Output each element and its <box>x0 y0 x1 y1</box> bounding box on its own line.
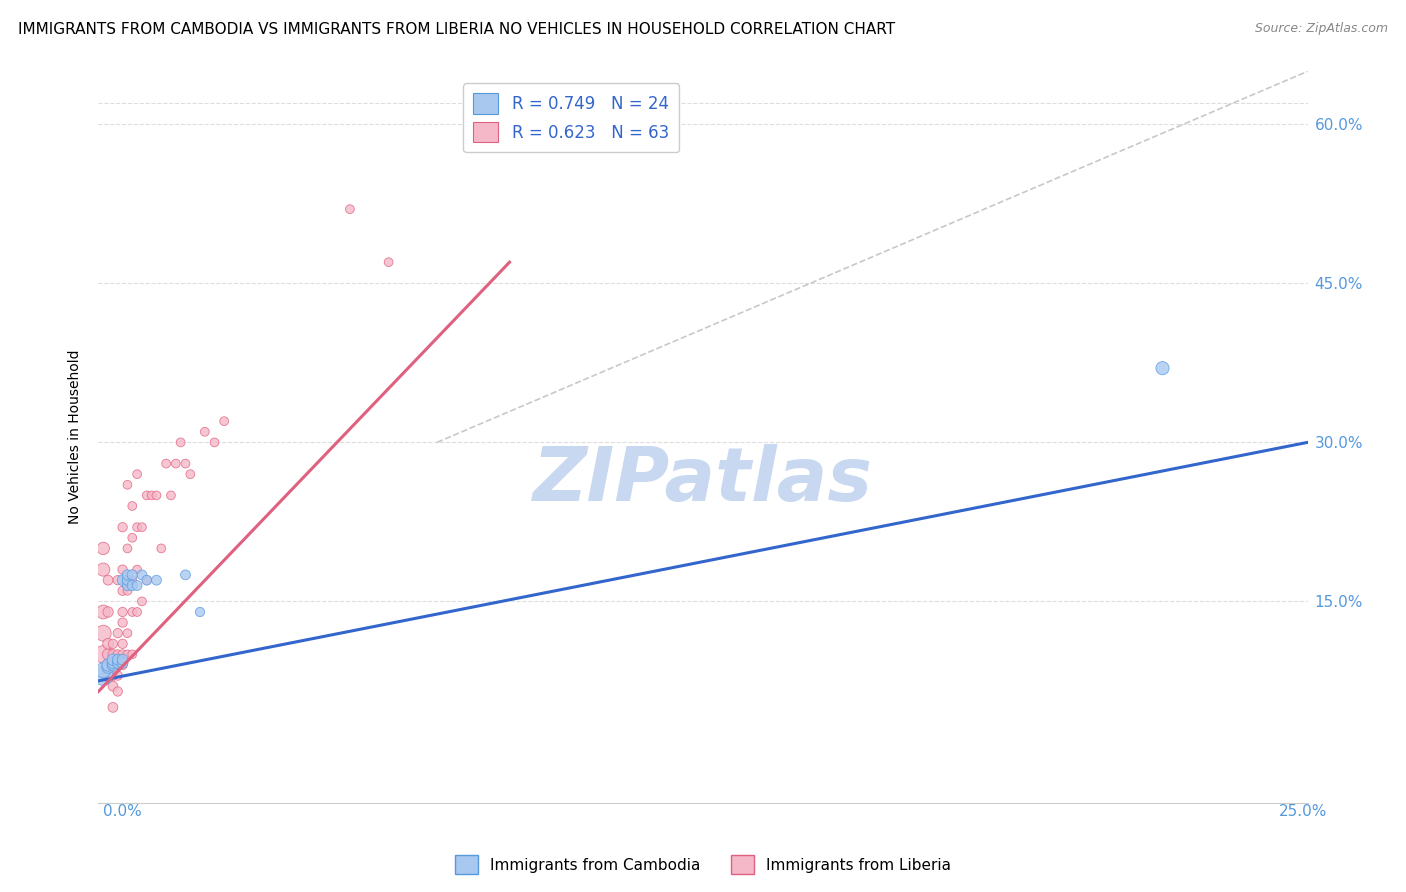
Point <box>101 700 124 714</box>
Point <box>111 615 134 630</box>
Point <box>97 658 120 673</box>
Point <box>165 457 187 471</box>
Point <box>194 425 217 439</box>
Point <box>212 414 235 428</box>
Point <box>111 648 134 662</box>
Point <box>97 637 120 651</box>
Point <box>117 573 139 587</box>
Point <box>91 648 114 662</box>
Text: 25.0%: 25.0% <box>1279 805 1327 819</box>
Point <box>91 663 114 677</box>
Point <box>135 488 157 502</box>
Point <box>107 653 129 667</box>
Point <box>97 660 120 674</box>
Point <box>188 605 211 619</box>
Point <box>121 567 143 582</box>
Point <box>141 488 163 502</box>
Point <box>127 520 149 534</box>
Legend: R = 0.749   N = 24, R = 0.623   N = 63: R = 0.749 N = 24, R = 0.623 N = 63 <box>464 83 679 153</box>
Point <box>145 573 167 587</box>
Point <box>111 658 134 673</box>
Point <box>97 573 120 587</box>
Point <box>91 563 114 577</box>
Point <box>111 583 134 598</box>
Point <box>117 648 139 662</box>
Point <box>111 656 134 670</box>
Point <box>131 594 153 608</box>
Point <box>91 668 114 682</box>
Point <box>101 679 124 693</box>
Text: 0.0%: 0.0% <box>103 805 142 819</box>
Point <box>135 573 157 587</box>
Point <box>117 541 139 556</box>
Point <box>121 578 143 592</box>
Text: IMMIGRANTS FROM CAMBODIA VS IMMIGRANTS FROM LIBERIA NO VEHICLES IN HOUSEHOLD COR: IMMIGRANTS FROM CAMBODIA VS IMMIGRANTS F… <box>18 22 896 37</box>
Point <box>121 531 143 545</box>
Point <box>107 684 129 698</box>
Point <box>97 605 120 619</box>
Point <box>111 563 134 577</box>
Point <box>121 573 143 587</box>
Point <box>135 573 157 587</box>
Point <box>117 626 139 640</box>
Point <box>101 668 124 682</box>
Point <box>91 626 114 640</box>
Point <box>145 488 167 502</box>
Point <box>107 626 129 640</box>
Point <box>97 648 120 662</box>
Point <box>107 656 129 670</box>
Point <box>101 653 124 667</box>
Point <box>107 668 129 682</box>
Point <box>97 658 120 673</box>
Y-axis label: No Vehicles in Household: No Vehicles in Household <box>69 350 83 524</box>
Point <box>160 488 183 502</box>
Point <box>179 467 201 482</box>
Point <box>111 637 134 651</box>
Point <box>107 573 129 587</box>
Point <box>97 668 120 682</box>
Text: Source: ZipAtlas.com: Source: ZipAtlas.com <box>1254 22 1388 36</box>
Point <box>377 255 399 269</box>
Point <box>107 648 129 662</box>
Point <box>174 567 197 582</box>
Point <box>121 499 143 513</box>
Point <box>101 648 124 662</box>
Legend: Immigrants from Cambodia, Immigrants from Liberia: Immigrants from Cambodia, Immigrants fro… <box>449 849 957 880</box>
Point <box>117 583 139 598</box>
Point <box>111 573 134 587</box>
Point <box>117 477 139 491</box>
Point <box>127 563 149 577</box>
Point <box>1152 361 1174 376</box>
Point <box>155 457 177 471</box>
Point <box>339 202 361 216</box>
Point <box>150 541 173 556</box>
Point <box>127 467 149 482</box>
Point <box>91 605 114 619</box>
Point <box>111 520 134 534</box>
Point <box>121 648 143 662</box>
Point <box>111 653 134 667</box>
Point <box>101 658 124 673</box>
Point <box>107 658 129 673</box>
Point <box>131 567 153 582</box>
Point <box>101 658 124 673</box>
Point <box>127 578 149 592</box>
Point <box>131 520 153 534</box>
Point <box>127 605 149 619</box>
Point <box>204 435 226 450</box>
Point <box>111 605 134 619</box>
Point <box>169 435 191 450</box>
Point <box>174 457 197 471</box>
Point <box>91 541 114 556</box>
Text: ZIPatlas: ZIPatlas <box>533 444 873 517</box>
Point <box>101 637 124 651</box>
Point <box>117 578 139 592</box>
Point <box>121 605 143 619</box>
Point <box>101 656 124 670</box>
Point <box>117 567 139 582</box>
